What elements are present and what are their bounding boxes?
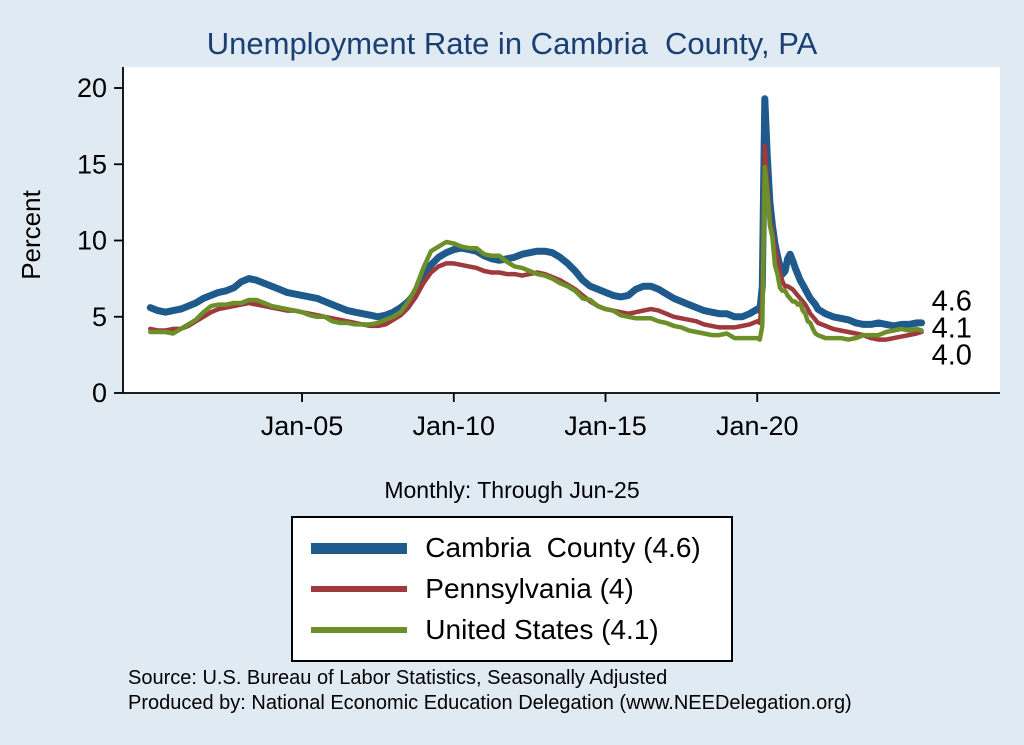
legend-label-pennsylvania: Pennsylvania (4) (425, 573, 634, 604)
x-tick-label: Jan-10 (412, 411, 495, 441)
series-line-cambria (146, 95, 926, 330)
unemployment-line-chart: 0 5 10 15 20 Jan-05 Jan-10 Jan-15 Jan-20 Percent 4… (16, 67, 1000, 441)
x-axis: Jan-05 Jan-10 Jan-15 Jan-20 (261, 393, 799, 441)
legend-item-pennsylvania: Pennsylvania (4) (311, 573, 700, 605)
united-states-line-swatch-icon (311, 627, 408, 633)
cambria-line-swatch-icon (311, 542, 408, 554)
x-tick-label: Jan-15 (564, 411, 647, 441)
y-tick-label: 10 (77, 226, 107, 256)
x-tick-label: Jan-05 (261, 411, 344, 441)
series-line-united_states (148, 165, 924, 342)
legend-label-cambria-county: Cambria County (4.6) (425, 532, 701, 563)
end-value-label: 4.1 (932, 312, 972, 344)
end-value-label: 4.0 (932, 339, 972, 371)
chart-title: Unemployment Rate in Cambria County, PA (206, 26, 818, 61)
pennsylvania-line-swatch-icon (311, 586, 408, 592)
x-tick-label: Jan-20 (716, 411, 799, 441)
legend-item-united-states: United States (4.1) (311, 614, 700, 646)
y-tick-label: 20 (77, 73, 107, 103)
legend-item-cambria-county: Cambria County (4.6) (311, 532, 701, 564)
plot-area (123, 67, 1000, 393)
y-axis: 0 5 10 15 20 (77, 73, 123, 408)
y-tick-label: 15 (77, 149, 107, 179)
footer-source-line: Source: U.S. Bureau of Labor Statistics,… (128, 667, 668, 689)
end-value-label: 4.6 (932, 285, 972, 317)
chart-subtitle: Monthly: Through Jun-25 (384, 477, 640, 503)
footer: Source: U.S. Bureau of Labor Statistics,… (128, 666, 852, 716)
y-tick-label: 5 (92, 302, 107, 332)
footer-produced-by-line: Produced by: National Economic Education… (128, 692, 852, 714)
legend: Cambria County (4.6) Pennsylvania (4) Un… (0, 516, 1024, 662)
axes (122, 67, 1000, 394)
y-axis-title: Percent (16, 189, 46, 279)
legend-box: Cambria County (4.6) Pennsylvania (4) Un… (291, 516, 733, 662)
y-tick-label: 0 (92, 378, 107, 408)
legend-label-united-states: United States (4.1) (425, 614, 659, 645)
